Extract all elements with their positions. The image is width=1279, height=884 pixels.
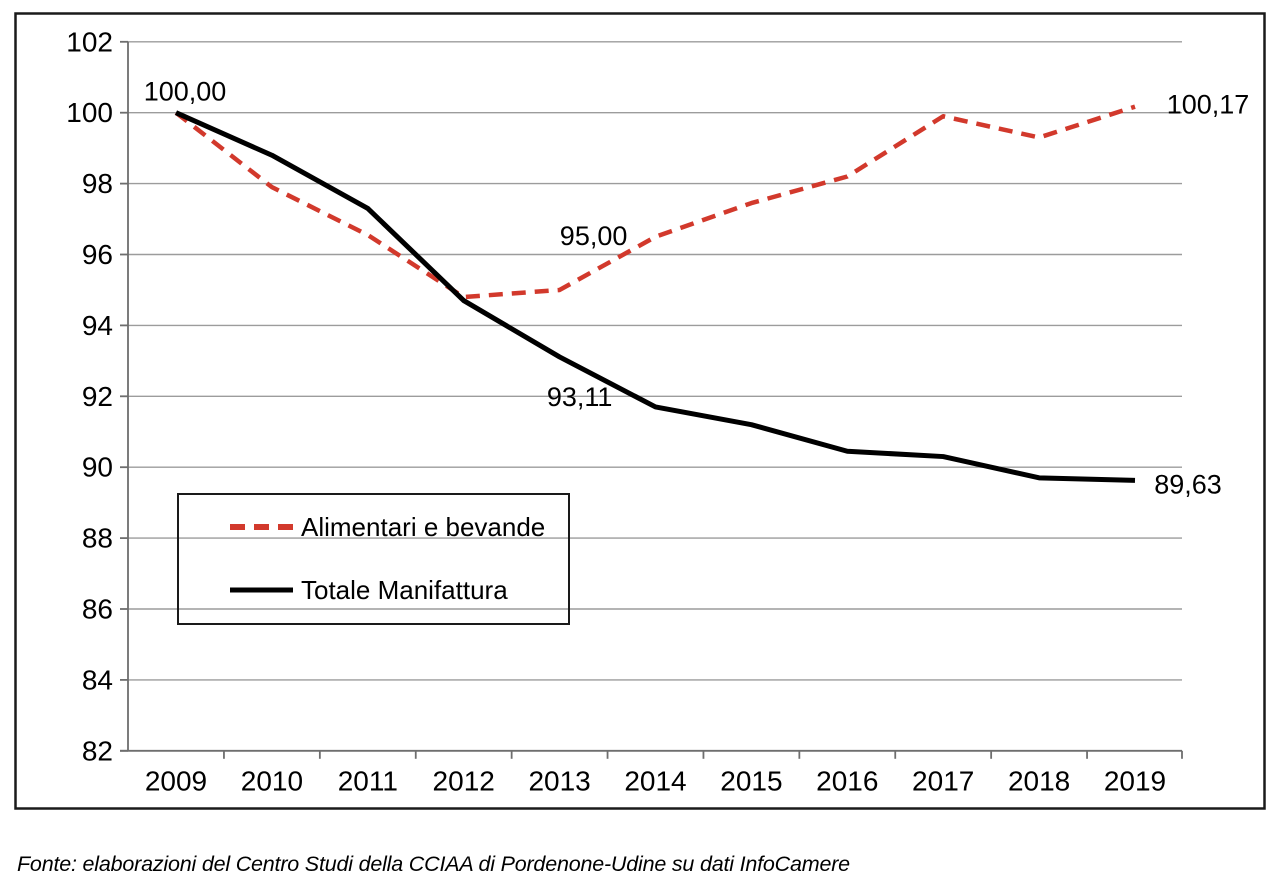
x-tick-label-2014: 2014: [624, 766, 686, 797]
legend-label-1: Totale Manifattura: [301, 575, 508, 605]
legend: [177, 493, 570, 625]
y-tick-label-90: 90: [82, 452, 113, 483]
y-tick-label-88: 88: [82, 523, 113, 554]
x-tick-label-2018: 2018: [1008, 766, 1070, 797]
x-tick-label-2010: 2010: [241, 766, 303, 797]
y-tick-label-84: 84: [82, 664, 113, 695]
gridlines: [128, 41, 1182, 681]
data-label: 93,11: [547, 382, 613, 412]
data-label: 100,00: [144, 77, 227, 107]
source-note: Fonte: elaborazioni del Centro Studi del…: [17, 852, 850, 876]
x-tick-label-2016: 2016: [816, 766, 878, 797]
x-tick-label-2009: 2009: [145, 766, 207, 797]
x-tick-label-2011: 2011: [338, 766, 398, 797]
x-tick-label-2012: 2012: [433, 766, 495, 797]
series-line-totale-manifattura: [174, 110, 1136, 483]
y-tick-label-96: 96: [82, 239, 113, 270]
x-tick-label-2019: 2019: [1104, 766, 1166, 797]
data-label: 95,00: [560, 221, 628, 251]
x-tick-label-2017: 2017: [912, 766, 974, 797]
x-tick-label-2013: 2013: [528, 766, 590, 797]
y-tick-label-98: 98: [82, 168, 113, 199]
y-tick-label-86: 86: [82, 594, 113, 625]
chart-frame: [14, 12, 1266, 810]
legend-box: [177, 493, 570, 625]
series-line-alimentari-e-bevande: [174, 104, 1136, 300]
y-tick-label-92: 92: [82, 381, 113, 412]
y-tick-label-100: 100: [66, 97, 113, 128]
x-tick-label-2015: 2015: [720, 766, 782, 797]
data-label: 100,17: [1167, 90, 1250, 120]
y-tick-label-102: 102: [66, 26, 113, 57]
axes: [120, 40, 1183, 759]
data-label: 89,63: [1154, 469, 1222, 499]
y-tick-label-82: 82: [82, 735, 113, 766]
y-tick-label-94: 94: [82, 310, 113, 341]
legend-label-0: Alimentari e bevande: [301, 512, 545, 542]
